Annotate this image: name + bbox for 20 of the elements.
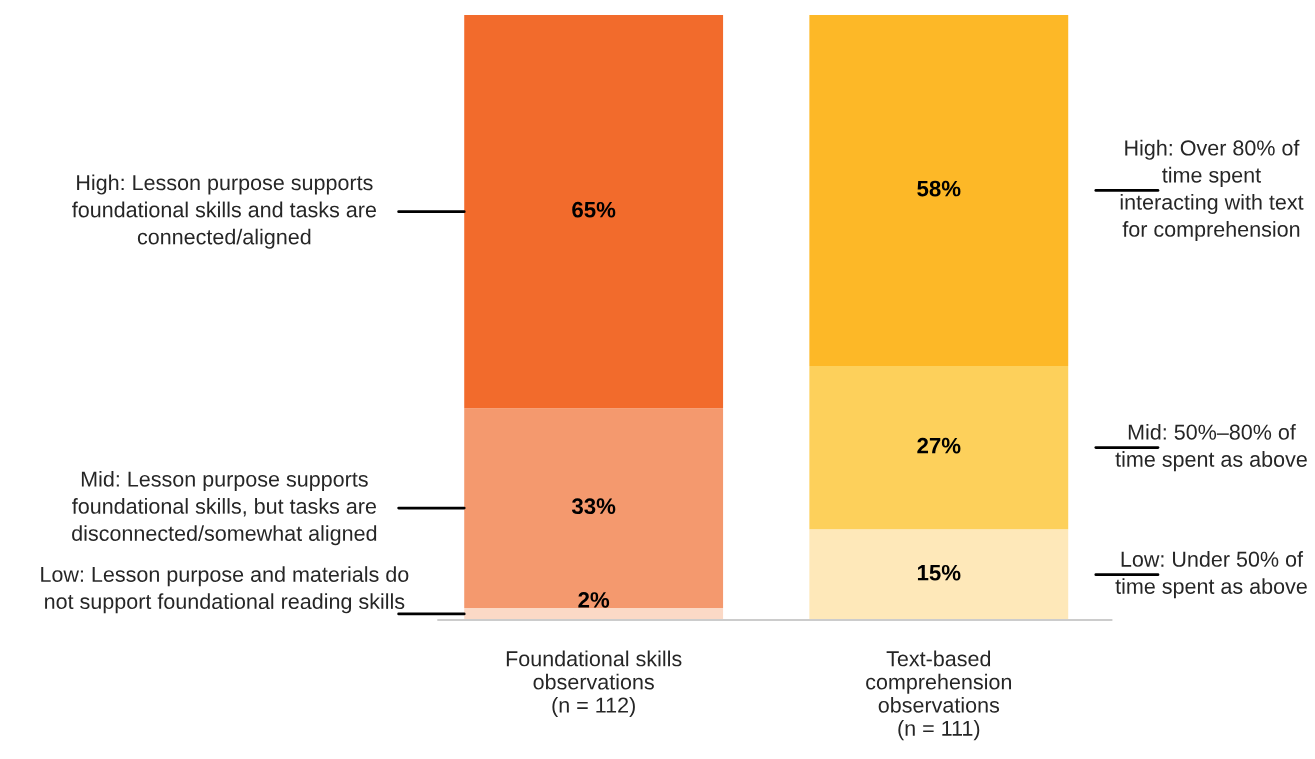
bar (809, 365, 1069, 530)
text: Mid: 50%–80% of time spent as above (1115, 424, 1307, 472)
text: High: Lesson purpose supports foundational skills and tasks are connected/aligned (72, 174, 376, 249)
bar (464, 15, 724, 409)
text: Mid: Lesson purpose supports foundational skills, but tasks are disconnected/somewhat aligned (72, 470, 377, 546)
bar (464, 408, 724, 608)
bar (464, 607, 724, 620)
data-label: 33% (571, 498, 616, 515)
data-label: 2% (578, 592, 610, 608)
x-tick-label: Foundational skills observations (n = 112) (506, 650, 682, 717)
data-label: 15% (917, 564, 961, 581)
x-tick-label: Text-based comprehension observations (n = 111) (866, 650, 1011, 741)
text: Low: Lesson purpose and materials do not support foundational reading skills (41, 566, 409, 614)
data-label: 27% (917, 437, 961, 454)
text: High: Over 80% of time spent interacting with text for comprehension (1120, 139, 1304, 242)
bar (809, 529, 1069, 620)
bar (809, 15, 1069, 366)
text: Low: Under 50% of time spent as above (1115, 551, 1307, 599)
data-label: 65% (572, 201, 616, 218)
data-label: 58% (917, 180, 961, 197)
